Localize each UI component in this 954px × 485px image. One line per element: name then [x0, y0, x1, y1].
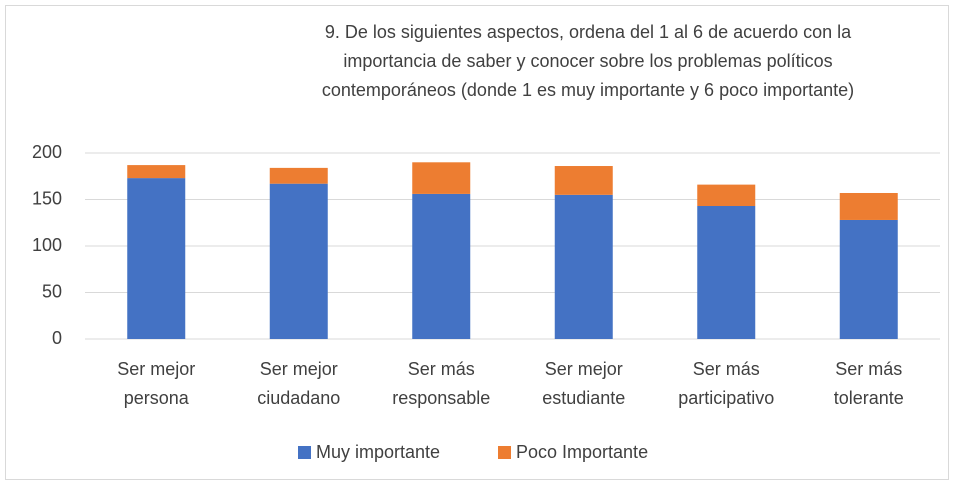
x-tick-label: Ser más: [835, 359, 902, 379]
x-tick-label: Ser mejor: [117, 359, 195, 379]
chart-title: 9. De los siguientes aspectos, ordena de…: [325, 22, 852, 42]
bar-segment: [554, 194, 613, 339]
legend-label: Poco Importante: [516, 442, 648, 462]
legend-swatch: [298, 446, 311, 459]
bar-segment: [697, 184, 756, 207]
x-tick-label: participativo: [678, 388, 774, 408]
x-tick-label: Ser mejor: [545, 359, 623, 379]
legend-swatch: [498, 446, 511, 459]
x-tick-label: ciudadano: [257, 388, 340, 408]
bar-segment: [127, 178, 186, 339]
x-tick-label: persona: [124, 388, 190, 408]
x-tick-label: Ser más: [408, 359, 475, 379]
y-tick-label: 50: [42, 281, 62, 301]
y-tick-label: 200: [32, 142, 62, 162]
bar-segment: [839, 192, 898, 220]
bar-segment: [839, 219, 898, 339]
x-tick-label: estudiante: [542, 388, 625, 408]
y-tick-label: 150: [32, 188, 62, 208]
bar-segment: [269, 183, 328, 339]
bar-segment: [412, 193, 471, 339]
legend-label: Muy importante: [316, 442, 440, 462]
x-tick-label: Ser más: [693, 359, 760, 379]
x-tick-label: Ser mejor: [260, 359, 338, 379]
bar-segment: [697, 206, 756, 339]
chart-title: importancia de saber y conocer sobre los…: [343, 51, 832, 71]
chart-title: contemporáneos (donde 1 es muy important…: [322, 80, 854, 100]
bar-segment: [269, 167, 328, 184]
x-tick-label: tolerante: [834, 388, 904, 408]
y-tick-label: 100: [32, 235, 62, 255]
bar-segment: [554, 166, 613, 195]
y-tick-label: 0: [52, 328, 62, 348]
x-tick-label: responsable: [392, 388, 490, 408]
bar-segment: [127, 165, 186, 179]
bar-segment: [412, 162, 471, 194]
